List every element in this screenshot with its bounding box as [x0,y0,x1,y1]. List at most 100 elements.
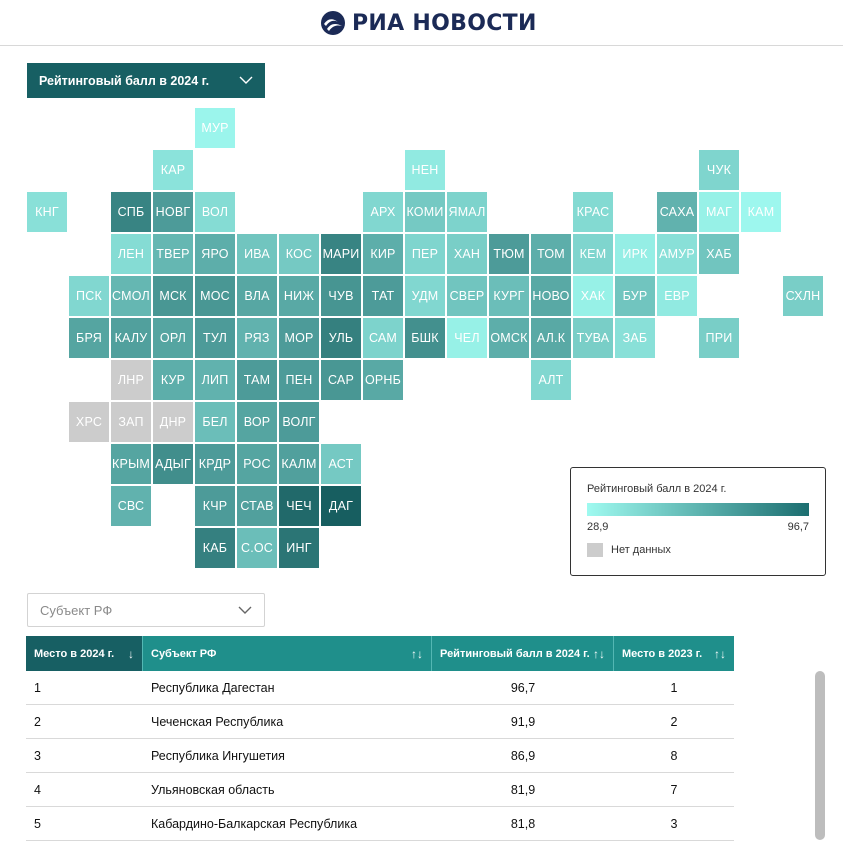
region-tile-при[interactable]: ПРИ [699,318,739,358]
region-tile-ал.к[interactable]: АЛ.К [531,318,571,358]
table-scrollbar[interactable] [815,671,825,840]
region-tile-свер[interactable]: СВЕР [447,276,487,316]
region-tile-кем[interactable]: КЕМ [573,234,613,274]
region-tile-амур[interactable]: АМУР [657,234,697,274]
region-tile-хрс[interactable]: ХРС [69,402,109,442]
region-tile-кчр[interactable]: КЧР [195,486,235,526]
region-tile-бшк[interactable]: БШК [405,318,445,358]
region-tile-евр[interactable]: ЕВР [657,276,697,316]
region-tile-кнг[interactable]: КНГ [27,192,67,232]
region-tile-спб[interactable]: СПБ [111,192,151,232]
region-tile-став[interactable]: СТАВ [237,486,277,526]
region-tile-ново[interactable]: НОВО [531,276,571,316]
region-tile-вол[interactable]: ВОЛ [195,192,235,232]
col-header-place-2024[interactable]: Место в 2024 г. ↓ [26,636,143,671]
region-tile-коми[interactable]: КОМИ [405,192,445,232]
region-tile-маг[interactable]: МАГ [699,192,739,232]
table-row[interactable]: 3 Республика Ингушетия 86,9 8 [26,739,734,773]
region-tile-кир[interactable]: КИР [363,234,403,274]
table-row[interactable]: 2 Чеченская Республика 91,9 2 [26,705,734,739]
region-tile-омск[interactable]: ОМСК [489,318,529,358]
region-tile-саха[interactable]: САХА [657,192,697,232]
col-header-region[interactable]: Субъект РФ ↑↓ [143,636,432,671]
region-tile-кург[interactable]: КУРГ [489,276,529,316]
region-tile-удм[interactable]: УДМ [405,276,445,316]
col-header-place-2023[interactable]: Место в 2023 г. ↑↓ [614,636,734,671]
region-tile-даг[interactable]: ДАГ [321,486,361,526]
metric-dropdown[interactable]: Рейтинговый балл в 2024 г. [27,63,265,98]
region-tile-орнб[interactable]: ОРНБ [363,360,403,400]
region-tile-пск[interactable]: ПСК [69,276,109,316]
region-tile-бел[interactable]: БЕЛ [195,402,235,442]
region-tile-сар[interactable]: САР [321,360,361,400]
region-tile-мос[interactable]: МОС [195,276,235,316]
region-tile-чеч[interactable]: ЧЕЧ [279,486,319,526]
region-tile-сам[interactable]: САМ [363,318,403,358]
region-tile-тат[interactable]: ТАТ [363,276,403,316]
region-tile-аст[interactable]: АСТ [321,444,361,484]
region-tile-рос[interactable]: РОС [237,444,277,484]
region-tile-ямал[interactable]: ЯМАЛ [447,192,487,232]
region-tile-схлн[interactable]: СХЛН [783,276,823,316]
region-tile-мур[interactable]: МУР [195,108,235,148]
region-tile-лен[interactable]: ЛЕН [111,234,151,274]
region-tile-калу[interactable]: КАЛУ [111,318,151,358]
region-tile-уль[interactable]: УЛЬ [321,318,361,358]
region-tile-вла[interactable]: ВЛА [237,276,277,316]
region-tile-ирк[interactable]: ИРК [615,234,655,274]
region-tile-бур[interactable]: БУР [615,276,655,316]
region-tile-тюм[interactable]: ТЮМ [489,234,529,274]
region-tile-хан[interactable]: ХАН [447,234,487,274]
region-tile-смол[interactable]: СМОЛ [111,276,151,316]
region-tile-алт[interactable]: АЛТ [531,360,571,400]
region-tile-нен[interactable]: НЕН [405,150,445,190]
region-tile-мор[interactable]: МОР [279,318,319,358]
region-tile-свс[interactable]: СВС [111,486,151,526]
region-tile-с.ос[interactable]: С.ОС [237,528,277,568]
region-tile-чув[interactable]: ЧУВ [321,276,361,316]
region-tile-крас[interactable]: КРАС [573,192,613,232]
ria-logo[interactable]: РИА НОВОСТИ [320,9,537,37]
region-tile-вор[interactable]: ВОР [237,402,277,442]
region-tile-кар[interactable]: КАР [153,150,193,190]
table-row[interactable]: 4 Ульяновская область 81,9 7 [26,773,734,807]
region-tile-мари[interactable]: МАРИ [321,234,361,274]
region-tile-зап[interactable]: ЗАП [111,402,151,442]
region-tile-том[interactable]: ТОМ [531,234,571,274]
region-tile-пер[interactable]: ПЕР [405,234,445,274]
region-tile-кам[interactable]: КАМ [741,192,781,232]
region-tile-волг[interactable]: ВОЛГ [279,402,319,442]
region-tile-каб[interactable]: КАБ [195,528,235,568]
region-tile-орл[interactable]: ОРЛ [153,318,193,358]
region-tile-ряз[interactable]: РЯЗ [237,318,277,358]
region-tile-там[interactable]: ТАМ [237,360,277,400]
region-tile-лнр[interactable]: ЛНР [111,360,151,400]
region-tile-хаб[interactable]: ХАБ [699,234,739,274]
col-header-score-2024[interactable]: Рейтинговый балл в 2024 г. ↑↓ [432,636,614,671]
region-tile-тува[interactable]: ТУВА [573,318,613,358]
region-tile-адыг[interactable]: АДЫГ [153,444,193,484]
region-tile-инг[interactable]: ИНГ [279,528,319,568]
table-row[interactable]: 1 Республика Дагестан 96,7 1 [26,671,734,705]
region-tile-пен[interactable]: ПЕН [279,360,319,400]
region-tile-чук[interactable]: ЧУК [699,150,739,190]
region-tile-мск[interactable]: МСК [153,276,193,316]
region-tile-крым[interactable]: КРЫМ [111,444,151,484]
table-row[interactable]: 5 Кабардино-Балкарская Республика 81,8 3 [26,807,734,841]
region-tile-ива[interactable]: ИВА [237,234,277,274]
region-tile-крдр[interactable]: КРДР [195,444,235,484]
region-tile-лип[interactable]: ЛИП [195,360,235,400]
region-tile-твер[interactable]: ТВЕР [153,234,193,274]
region-tile-кур[interactable]: КУР [153,360,193,400]
region-tile-заб[interactable]: ЗАБ [615,318,655,358]
region-tile-новг[interactable]: НОВГ [153,192,193,232]
region-tile-днр[interactable]: ДНР [153,402,193,442]
region-tile-тул[interactable]: ТУЛ [195,318,235,358]
region-tile-арх[interactable]: АРХ [363,192,403,232]
region-tile-хак[interactable]: ХАК [573,276,613,316]
region-tile-чел[interactable]: ЧЕЛ [447,318,487,358]
region-tile-кос[interactable]: КОС [279,234,319,274]
region-tile-яро[interactable]: ЯРО [195,234,235,274]
region-tile-ниж[interactable]: НИЖ [279,276,319,316]
region-tile-бря[interactable]: БРЯ [69,318,109,358]
